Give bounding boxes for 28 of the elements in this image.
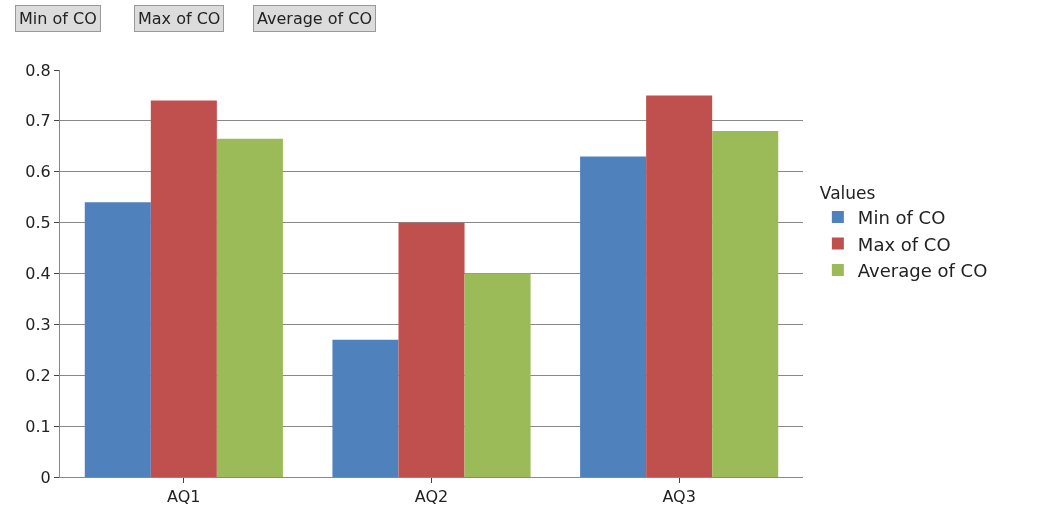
- y-tick-label: 0.8: [25, 60, 51, 80]
- text: Min of CO: [19, 9, 97, 28]
- bar: [216, 138, 283, 477]
- y-tick-label: 0.7: [25, 111, 51, 131]
- bar: [580, 156, 647, 477]
- y-tick-label: 0.4: [25, 264, 51, 284]
- y-tick-label: 0.5: [25, 213, 51, 233]
- bar: [332, 339, 399, 477]
- legend-label: Min of CO: [857, 207, 946, 229]
- bar: [84, 202, 151, 477]
- y-tick-label: 0.2: [25, 365, 51, 385]
- legend-label: Average of CO: [857, 259, 988, 281]
- bar: [398, 222, 465, 477]
- bar: [712, 131, 779, 477]
- x-tick-label: AQ3: [662, 487, 696, 507]
- y-tick-label: 0.3: [25, 314, 51, 334]
- bar: [150, 100, 217, 477]
- y-tick-label: 0.6: [25, 162, 51, 182]
- bar: [646, 95, 713, 477]
- y-tick-label: 0: [40, 467, 51, 487]
- x-tick-label: AQ2: [414, 487, 449, 507]
- bar: [464, 273, 531, 477]
- text: Max of CO: [138, 9, 221, 28]
- text: Average of CO: [257, 9, 373, 28]
- x-tick-label: AQ1: [167, 487, 201, 507]
- legend-label: Max of CO: [857, 233, 951, 255]
- legend-title: Values: [819, 182, 876, 203]
- y-tick-label: 0.1: [25, 416, 51, 436]
